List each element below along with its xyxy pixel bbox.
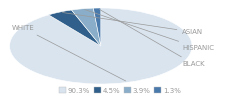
- Wedge shape: [93, 8, 101, 46]
- Legend: 90.3%, 4.5%, 3.9%, 1.3%: 90.3%, 4.5%, 3.9%, 1.3%: [56, 85, 184, 96]
- Text: WHITE: WHITE: [12, 25, 126, 81]
- Text: BLACK: BLACK: [100, 9, 205, 67]
- Wedge shape: [10, 8, 192, 84]
- Wedge shape: [72, 8, 101, 46]
- Wedge shape: [48, 10, 101, 46]
- Text: HISPANIC: HISPANIC: [85, 10, 214, 51]
- Text: ASIAN: ASIAN: [62, 12, 204, 35]
